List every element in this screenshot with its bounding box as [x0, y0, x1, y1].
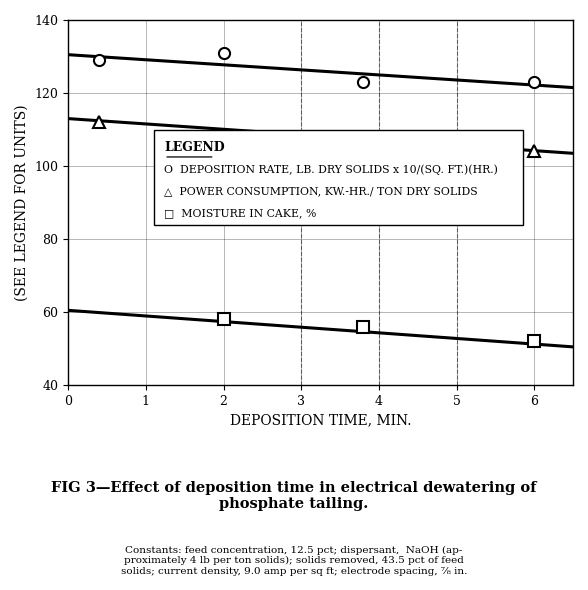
Text: FIG 3—Effect of deposition time in electrical dewatering of
phosphate tailing.: FIG 3—Effect of deposition time in elect… — [51, 481, 537, 511]
Y-axis label: (SEE LEGEND FOR UNITS): (SEE LEGEND FOR UNITS) — [15, 104, 29, 301]
Text: △  POWER CONSUMPTION, KW.-HR./ TON DRY SOLIDS: △ POWER CONSUMPTION, KW.-HR./ TON DRY SO… — [164, 186, 478, 196]
Text: LEGEND: LEGEND — [164, 140, 225, 153]
X-axis label: DEPOSITION TIME, MIN.: DEPOSITION TIME, MIN. — [230, 414, 412, 428]
Text: O  DEPOSITION RATE, LB. DRY SOLIDS x 10/(SQ. FT.)(HR.): O DEPOSITION RATE, LB. DRY SOLIDS x 10/(… — [164, 164, 498, 175]
Bar — [154, 130, 523, 225]
Text: □  MOISTURE IN CAKE, %: □ MOISTURE IN CAKE, % — [164, 208, 316, 218]
Text: Constants: feed concentration, 12.5 pct; dispersant,  NaOH (ap-
proximately 4 lb: Constants: feed concentration, 12.5 pct;… — [121, 546, 467, 576]
